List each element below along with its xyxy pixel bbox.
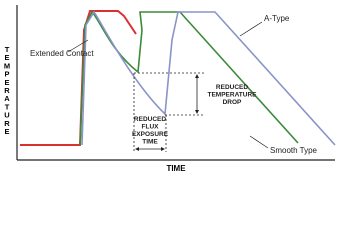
caption-line: REDUCED: [216, 84, 248, 91]
pointer: [239, 21, 263, 37]
smooth-type-label: Smooth Type: [270, 146, 318, 155]
a-type-curve: [81, 10, 336, 146]
extended-contact-label: Extended Contact: [30, 49, 94, 58]
a-type-label: A-Type: [264, 14, 290, 23]
pointer: [67, 39, 89, 53]
caption-line: FLUX: [142, 124, 160, 131]
x-axis-label: TIME: [166, 164, 186, 173]
caption-line: EXPOSURE: [132, 131, 169, 138]
caption-line: TEMPERATURE: [208, 92, 258, 99]
caption-line: REDUCED: [134, 116, 166, 123]
smooth-type-curve: [79, 10, 299, 146]
measure-lines: [133, 72, 205, 152]
caption-line: DROP: [223, 99, 242, 106]
extended-contact-curve: [20, 10, 137, 146]
pointer: [249, 135, 269, 149]
caption-line: TIME: [142, 139, 158, 146]
